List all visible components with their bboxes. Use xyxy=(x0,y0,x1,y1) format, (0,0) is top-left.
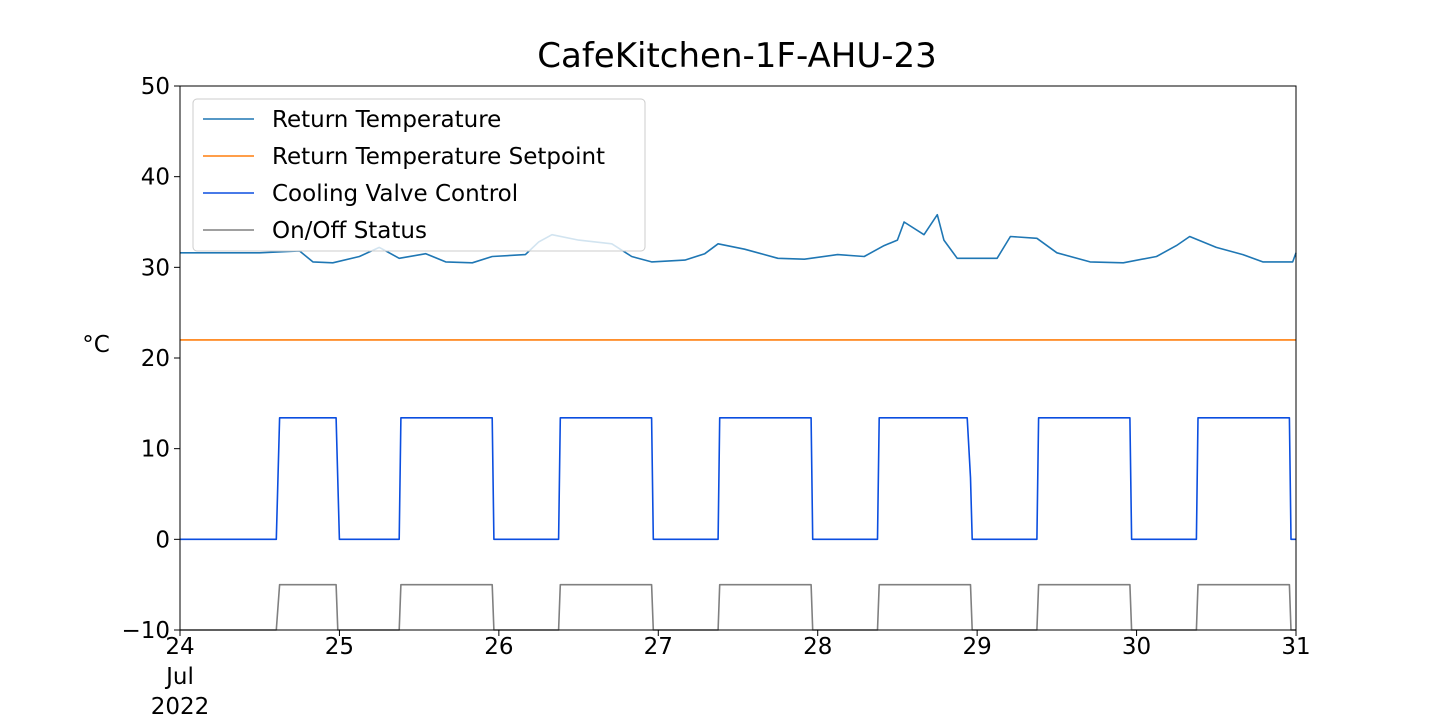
x-tick-label: 26 xyxy=(484,634,513,660)
y-tick-label: 40 xyxy=(141,165,170,191)
y-tick-label: 50 xyxy=(141,74,170,100)
x-tick-label: 28 xyxy=(803,634,832,660)
x-tick-label: 24 xyxy=(165,634,194,660)
x-tick-label: 31 xyxy=(1281,634,1310,660)
x-tick-label: 29 xyxy=(963,634,992,660)
x-tick-label: 27 xyxy=(644,634,673,660)
y-tick-label: 10 xyxy=(141,437,170,463)
legend-label: On/Off Status xyxy=(272,218,427,244)
plot-lines xyxy=(180,213,1297,631)
legend-label: Cooling Valve Control xyxy=(272,181,518,207)
legend-label: Return Temperature xyxy=(272,107,501,133)
y-tick-label: 30 xyxy=(141,255,170,281)
x-tick-label: Jul xyxy=(164,664,194,690)
x-tick-label: 30 xyxy=(1122,634,1151,660)
series-line-3 xyxy=(180,583,1296,631)
x-tick-label: 25 xyxy=(325,634,354,660)
series-line-2 xyxy=(180,416,1296,541)
x-tick-label: 2022 xyxy=(151,694,210,720)
legend-label: Return Temperature Setpoint xyxy=(272,144,605,170)
legend-box xyxy=(192,98,646,252)
series-line-0 xyxy=(180,213,1297,264)
chart-title: CafeKitchen-1F-AHU-23 xyxy=(537,36,936,76)
x-ticks: 24 Jul 2022 25 26 27 28 29 30 31 xyxy=(151,630,1311,720)
y-tick-label: −10 xyxy=(121,618,170,644)
legend: Return Temperature Return Temperature Set… xyxy=(192,98,646,252)
y-ticks: −10 0 10 20 30 40 50 xyxy=(121,74,180,644)
y-tick-label: 0 xyxy=(155,527,170,553)
y-axis-label: °C xyxy=(82,332,110,358)
y-tick-label: 20 xyxy=(141,346,170,372)
